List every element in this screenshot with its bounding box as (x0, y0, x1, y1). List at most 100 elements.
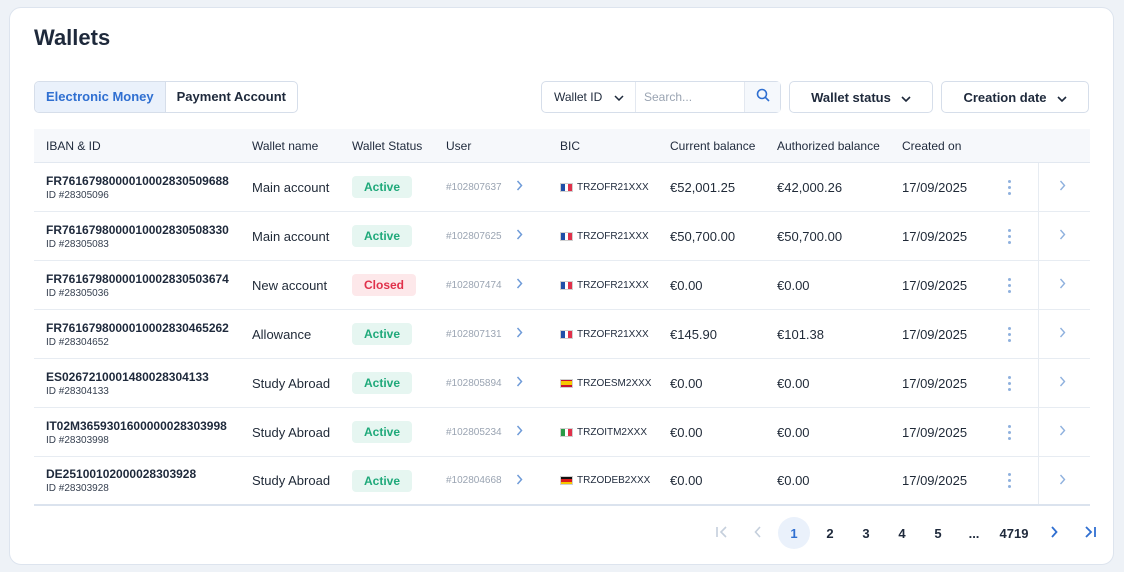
wallet-id: ID #28305096 (46, 189, 109, 201)
open-wallet-button[interactable] (1059, 227, 1066, 245)
search-field-select[interactable]: Wallet ID (542, 82, 636, 112)
user-link-button[interactable] (516, 178, 523, 196)
table-row[interactable]: ES0267210001480028304133 ID #28304133 St… (34, 359, 1090, 408)
chevron-right-icon (1059, 227, 1066, 244)
last-page-icon (1083, 525, 1097, 541)
open-wallet-button[interactable] (1059, 178, 1066, 196)
iban: FR7616798000010002830503674 (46, 271, 229, 286)
chevron-right-icon (1059, 423, 1066, 440)
row-menu-button[interactable] (1004, 277, 1014, 293)
user-link-button[interactable] (516, 325, 523, 343)
row-menu-button[interactable] (1004, 473, 1014, 488)
open-wallet-button[interactable] (1059, 374, 1066, 392)
table-row[interactable]: FR7616798000010002830503674 ID #28305036… (34, 261, 1090, 310)
current-balance: €50,700.00 (670, 228, 736, 244)
fr-flag-icon (560, 280, 573, 290)
page-button-3[interactable]: 3 (862, 525, 870, 541)
table-row[interactable]: FR7616798000010002830508330 ID #28305083… (34, 212, 1090, 261)
creation-date-dropdown[interactable]: Creation date (941, 81, 1089, 113)
search-group: Wallet ID (541, 81, 781, 113)
column-divider (1038, 261, 1039, 309)
wallet-id: ID #28305036 (46, 287, 109, 299)
page-button-5[interactable]: 5 (934, 525, 942, 541)
created-on: 17/09/2025 (902, 326, 968, 342)
row-menu-button[interactable] (1004, 179, 1014, 195)
open-wallet-button[interactable] (1059, 472, 1066, 490)
wallet-name: Main account (252, 179, 330, 195)
row-menu-button[interactable] (1004, 424, 1014, 440)
user-link-button[interactable] (516, 423, 523, 441)
table-row[interactable]: FR7616798000010002830509688 ID #28305096… (34, 163, 1090, 212)
column-divider (1038, 359, 1039, 407)
authorized-balance: €0.00 (777, 277, 810, 293)
wallets-card: Wallets Electronic Money Payment Account… (9, 7, 1114, 565)
user-id: #102807131 (446, 328, 502, 340)
page-button-2[interactable]: 2 (826, 525, 834, 541)
iban-cell: FR7616798000010002830509688 ID #28305096 (46, 174, 229, 201)
more-vertical-icon (1004, 277, 1014, 293)
current-balance: €0.00 (670, 375, 703, 391)
user-link-button[interactable] (516, 472, 523, 490)
more-vertical-icon (1004, 473, 1014, 488)
chevron-right-icon (1059, 325, 1066, 342)
bic-cell: TRZOFR21XXX (560, 231, 649, 242)
open-wallet-button[interactable] (1059, 325, 1066, 343)
user-id: #102807637 (446, 181, 502, 193)
user-link-button[interactable] (516, 227, 523, 245)
chevron-right-icon (1050, 525, 1058, 541)
iban-cell: FR7616798000010002830508330 ID #28305083 (46, 223, 229, 250)
bic-cell: TRZOFR21XXX (560, 182, 649, 193)
wallet-name: Allowance (252, 326, 312, 342)
user-link-button[interactable] (516, 374, 523, 392)
first-page-icon (715, 525, 729, 541)
bic: TRZOFR21XXX (577, 328, 649, 340)
more-vertical-icon (1004, 228, 1014, 244)
it-flag-icon (560, 427, 573, 437)
table-row[interactable]: DE25100102000028303928 ID #28303928 Stud… (34, 457, 1090, 506)
previous-page-button[interactable] (740, 517, 776, 549)
status-badge: Active (352, 421, 413, 443)
de-flag-icon (560, 476, 573, 485)
row-menu-button[interactable] (1004, 375, 1014, 391)
user-id: #102805894 (446, 377, 502, 389)
search-field-label: Wallet ID (554, 90, 603, 104)
status-badge: Active (352, 323, 413, 345)
current-balance: €0.00 (670, 277, 703, 293)
wallet-name: Study Abroad (252, 424, 331, 440)
column-header: Current balance (670, 138, 756, 153)
table-row[interactable]: FR7616798000010002830465262 ID #28304652… (34, 310, 1090, 359)
wallet-name: Main account (252, 228, 330, 244)
status-badge: Active (352, 225, 413, 247)
user-link-button[interactable] (516, 276, 523, 294)
bic-cell: TRZODEB2XXX (560, 475, 650, 486)
first-page-button[interactable] (704, 517, 740, 549)
current-balance: €52,001.25 (670, 179, 736, 195)
bic: TRZOFR21XXX (577, 279, 649, 291)
wallet-name: Study Abroad (252, 473, 331, 488)
open-wallet-button[interactable] (1059, 276, 1066, 294)
row-menu-button[interactable] (1004, 326, 1014, 342)
wallet-id: ID #28304133 (46, 385, 109, 397)
search-input[interactable] (636, 82, 744, 112)
created-on: 17/09/2025 (902, 277, 968, 293)
tab-electronic-money[interactable]: Electronic Money (35, 82, 166, 112)
pagination-ellipsis: ... (968, 525, 980, 541)
next-page-button[interactable] (1036, 517, 1072, 549)
tab-payment-account[interactable]: Payment Account (176, 89, 286, 104)
wallet-status-dropdown[interactable]: Wallet status (789, 81, 933, 113)
chevron-right-icon (516, 325, 523, 342)
last-page-number-button[interactable]: 4719 (999, 525, 1029, 541)
column-header: BIC (560, 138, 581, 153)
table-row[interactable]: IT02M3659301600000028303998 ID #28303998… (34, 408, 1090, 457)
row-menu-button[interactable] (1004, 228, 1014, 244)
status-cell: Active (352, 225, 413, 247)
search-button[interactable] (744, 82, 780, 112)
page-button-1[interactable]: 1 (778, 517, 810, 549)
open-wallet-button[interactable] (1059, 423, 1066, 441)
bic-cell: TRZOITM2XXX (560, 427, 647, 438)
page-button-4[interactable]: 4 (898, 525, 906, 541)
created-on: 17/09/2025 (902, 228, 968, 244)
bic: TRZOFR21XXX (577, 181, 649, 193)
iban: DE25100102000028303928 (46, 467, 197, 481)
last-page-button[interactable] (1072, 517, 1108, 549)
